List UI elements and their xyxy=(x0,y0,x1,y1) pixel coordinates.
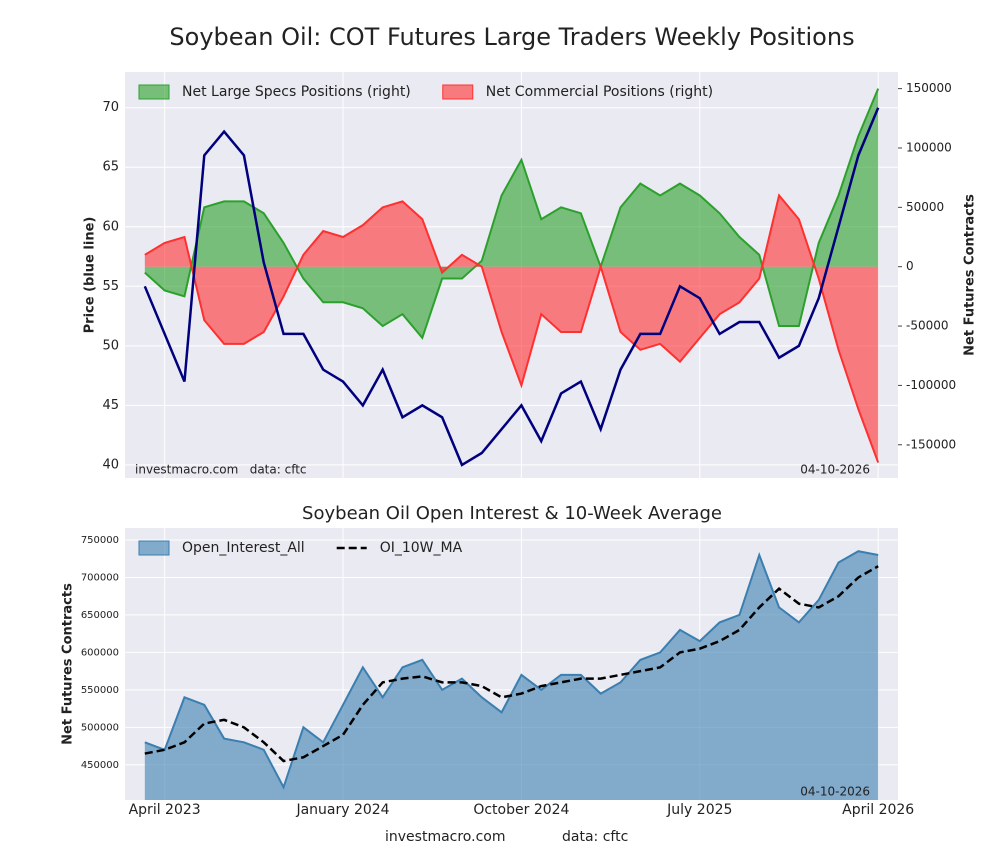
y-tick-label: 600000 xyxy=(81,647,119,658)
y2-tick-label: 50000 xyxy=(906,200,944,214)
y-axis-label: Price (blue line) xyxy=(83,217,98,334)
legend-swatch xyxy=(138,84,170,100)
area-edge xyxy=(144,550,879,790)
y-tick-label: 60 xyxy=(102,219,119,234)
y-tick-label: 500000 xyxy=(81,722,119,733)
x-tick-label: July 2025 xyxy=(666,802,732,818)
x-tick-label: January 2024 xyxy=(295,802,389,818)
y-tick-label: 550000 xyxy=(81,685,119,696)
area xyxy=(144,551,879,800)
x-tick-label: October 2024 xyxy=(473,802,569,818)
y2-tick-label: -50000 xyxy=(906,319,949,333)
x-tick-label: April 2023 xyxy=(129,802,201,818)
y-axis-label: Net Futures Contracts xyxy=(61,583,76,745)
x-tick-label: April 2026 xyxy=(842,802,914,818)
y2-tick-label: -150000 xyxy=(906,437,956,451)
date-note: 04-10-2026 xyxy=(800,463,870,477)
legend-label: Net Large Specs Positions (right) xyxy=(182,84,411,100)
legend-label: Open_Interest_All xyxy=(182,540,305,556)
y-tick-label: 50 xyxy=(102,338,119,353)
y-tick-label: 750000 xyxy=(81,535,119,546)
y2-tick-label: -100000 xyxy=(906,378,956,392)
y2-axis-label: Net Futures Contracts xyxy=(963,194,978,356)
y2-tick-label: 0 xyxy=(906,259,914,273)
y-tick-label: 650000 xyxy=(81,610,119,621)
y-tick-label: 65 xyxy=(102,160,119,175)
y2-tick-label: 100000 xyxy=(906,140,952,154)
y2-tick-label: 150000 xyxy=(906,81,952,95)
line xyxy=(143,107,880,467)
area xyxy=(144,88,879,338)
source-note: investmacro.com data: cftc xyxy=(135,463,307,477)
y-tick-label: 700000 xyxy=(81,572,119,583)
legend-swatch xyxy=(442,84,474,100)
area-edge xyxy=(144,88,880,340)
chart-title: Soybean Oil Open Interest & 10-Week Aver… xyxy=(302,503,722,524)
legend-label: OI_10W_MA xyxy=(380,540,463,556)
area-edge xyxy=(144,193,880,463)
y-tick-label: 70 xyxy=(102,100,119,115)
y-tick-label: 45 xyxy=(102,398,119,413)
legend-label: Net Commercial Positions (right) xyxy=(486,84,713,100)
y-tick-label: 40 xyxy=(102,457,119,472)
footer-source: data: cftc xyxy=(562,829,628,845)
y-tick-label: 450000 xyxy=(81,760,119,771)
date-note: 04-10-2026 xyxy=(800,785,870,799)
line xyxy=(144,565,879,763)
y-tick-label: 55 xyxy=(102,279,119,294)
footer-site: investmacro.com xyxy=(385,829,505,845)
legend-swatch xyxy=(138,540,170,556)
area xyxy=(144,195,879,463)
chart-title: Soybean Oil: COT Futures Large Traders W… xyxy=(169,23,854,51)
